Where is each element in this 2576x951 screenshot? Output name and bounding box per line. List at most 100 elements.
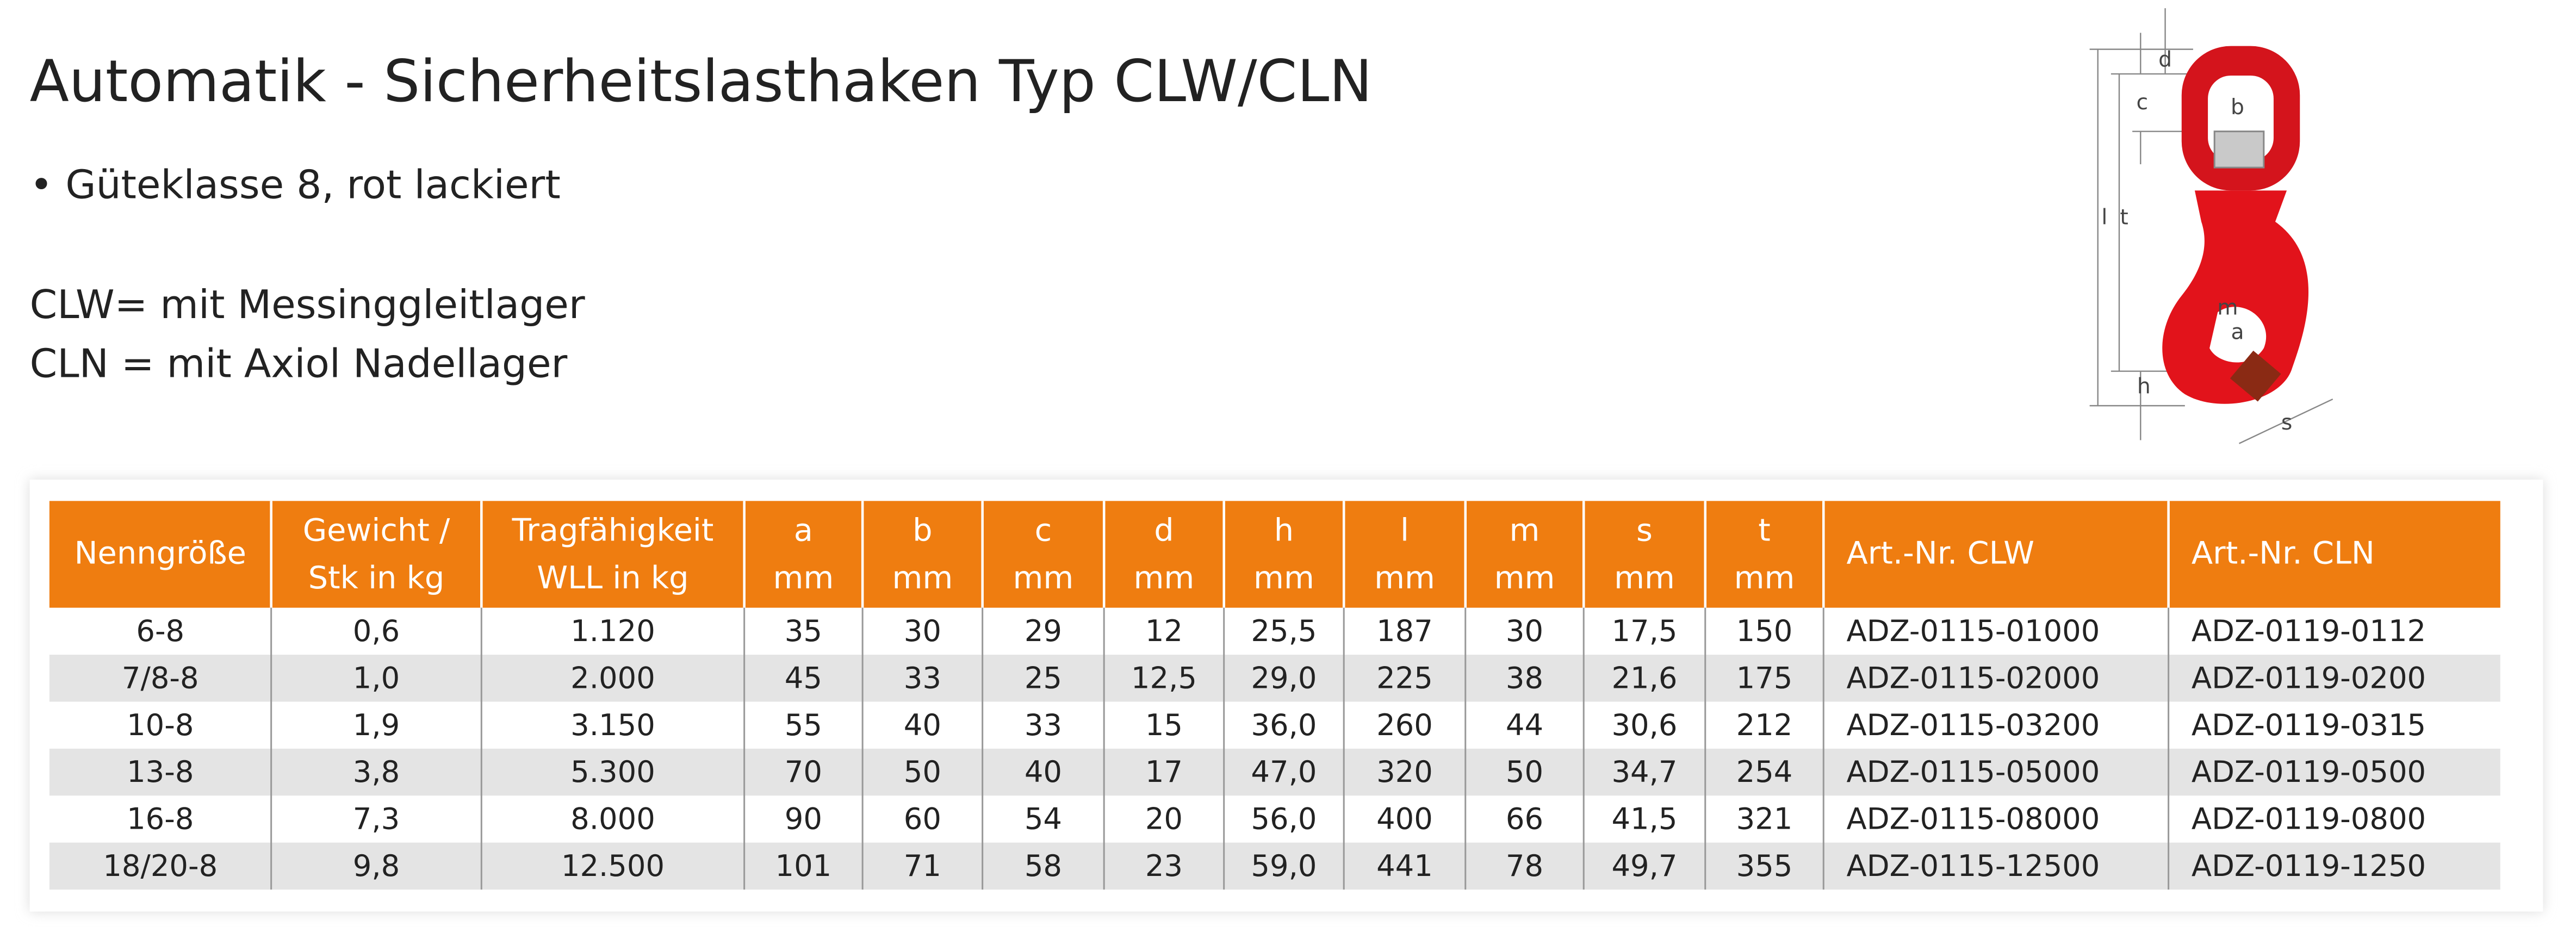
table-cell: 35 (785, 614, 822, 648)
table-cell: 400 (1376, 802, 1433, 836)
table-cell: 25,5 (1251, 614, 1317, 648)
table-cell: ADZ-0119-1250 (2192, 849, 2426, 883)
table-cell: 60 (904, 802, 941, 836)
table-cell: 225 (1376, 661, 1433, 695)
table-cell: 44 (1506, 708, 1543, 742)
table-cell: ADZ-0119-0112 (2192, 614, 2426, 648)
table-cell: 3,8 (353, 755, 400, 789)
header-cell: b (913, 512, 932, 548)
table-cell: 175 (1736, 661, 1793, 695)
table-cell: 33 (1025, 708, 1062, 742)
table-cell: 260 (1376, 708, 1433, 742)
table-cell: 1,9 (353, 708, 400, 742)
latch-spring (2230, 350, 2281, 402)
table-cell: 10-8 (127, 708, 194, 742)
header-cell: mm (1013, 560, 1074, 596)
table-cell: 47,0 (1251, 755, 1317, 789)
table-cell: 187 (1376, 614, 1433, 648)
table-cell: 41,5 (1611, 802, 1677, 836)
header-cell: m (1510, 512, 1540, 548)
dimension-label: c (2136, 90, 2148, 115)
table-cell: 30 (1506, 614, 1543, 648)
table-cell: 15 (1145, 708, 1183, 742)
table-cell: 6-8 (136, 614, 184, 648)
dimension-label: l (2101, 205, 2107, 229)
table-cell: 150 (1736, 614, 1793, 648)
table: Nenngröße Gewicht / Stk in kg Tragfähigkeit… (49, 501, 2500, 890)
row-stripe (49, 842, 2500, 890)
header-cell: WLL in kg (537, 560, 688, 596)
table-cell: 54 (1025, 802, 1062, 836)
table-cell: 101 (775, 849, 832, 883)
table-cell: 1,0 (353, 661, 400, 695)
table-cell: 56,0 (1251, 802, 1317, 836)
bullet: • Güteklasse 8, rot lackiert (30, 162, 561, 208)
table-cell: 2.000 (570, 661, 655, 695)
table-cell: 36,0 (1251, 708, 1317, 742)
hook-diagram: d b c l t ma h s (2089, 8, 2333, 444)
table-cell: 50 (1506, 755, 1543, 789)
table-cell: 12,5 (1131, 661, 1197, 695)
table-cell: 45 (785, 661, 822, 695)
note: CLW= mit Messinggleitlager (30, 282, 585, 328)
table-cell: 212 (1736, 708, 1793, 742)
header-cell: Nenngröße (75, 535, 246, 571)
row-stripe (49, 655, 2500, 702)
header-cell: mm (1134, 560, 1195, 596)
header-cell: h (1274, 512, 1294, 548)
hook-body (2162, 190, 2309, 404)
table-cell: ADZ-0115-03200 (1847, 708, 2100, 742)
table-cell: ADZ-0119-0315 (2192, 708, 2426, 742)
table-cell: 7,3 (353, 802, 400, 836)
table-cell: 12.500 (561, 849, 665, 883)
header-cell: Gewicht / (303, 512, 450, 548)
header-cell: mm (1253, 560, 1314, 596)
table-cell: 355 (1736, 849, 1793, 883)
header-cell: Art.-Nr. CLN (2192, 535, 2375, 571)
table-cell: 12 (1145, 614, 1183, 648)
header-cell: c (1035, 512, 1052, 548)
table-cell: 8.000 (570, 802, 655, 836)
table-cell: 34,7 (1611, 755, 1677, 789)
header-row (49, 501, 2500, 608)
table-cell: ADZ-0119-0800 (2192, 802, 2426, 836)
table-cell: 71 (904, 849, 941, 883)
table-cell: 30 (904, 614, 941, 648)
table-cell: 55 (785, 708, 822, 742)
table-cell: 13-8 (127, 755, 194, 789)
header-cell: Art.-Nr. CLW (1847, 535, 2034, 571)
table-cell: ADZ-0115-12500 (1847, 849, 2100, 883)
table-cell: 7/8-8 (122, 661, 199, 695)
table-cell: 40 (1025, 755, 1062, 789)
table-cell: 70 (785, 755, 822, 789)
table-cell: 25 (1025, 661, 1062, 695)
header-cell: mm (1494, 560, 1555, 596)
header-cell: mm (892, 560, 953, 596)
dimension-label: t (2120, 205, 2128, 229)
dimension-label: m (2217, 295, 2238, 320)
table-cell: 1.120 (570, 614, 655, 648)
table-cell: 16-8 (127, 802, 194, 836)
table-cell: 30,6 (1611, 708, 1677, 742)
table-cell: ADZ-0115-05000 (1847, 755, 2100, 789)
dimension-label: d (2158, 47, 2172, 72)
table-cell: 20 (1145, 802, 1183, 836)
table-cell: 320 (1376, 755, 1433, 789)
table-cell: 23 (1145, 849, 1183, 883)
table-cell: 90 (785, 802, 822, 836)
table-cell: 17 (1145, 755, 1183, 789)
table-cell: 40 (904, 708, 941, 742)
header-cell: Tragfähigkeit (512, 512, 714, 548)
dimension-label: b (2231, 95, 2244, 120)
header-cell: t (1758, 512, 1770, 548)
table-cell: 58 (1025, 849, 1062, 883)
table-cell: 29 (1025, 614, 1062, 648)
header-cell: d (1154, 512, 1174, 548)
table-cell: ADZ-0115-02000 (1847, 661, 2100, 695)
header-cell: Stk in kg (308, 560, 445, 596)
table-cell: 49,7 (1611, 849, 1677, 883)
dimension-label: h (2137, 374, 2151, 399)
title: Automatik - Sicherheitslasthaken Typ CLW… (30, 48, 1373, 115)
table-cell: 78 (1506, 849, 1543, 883)
